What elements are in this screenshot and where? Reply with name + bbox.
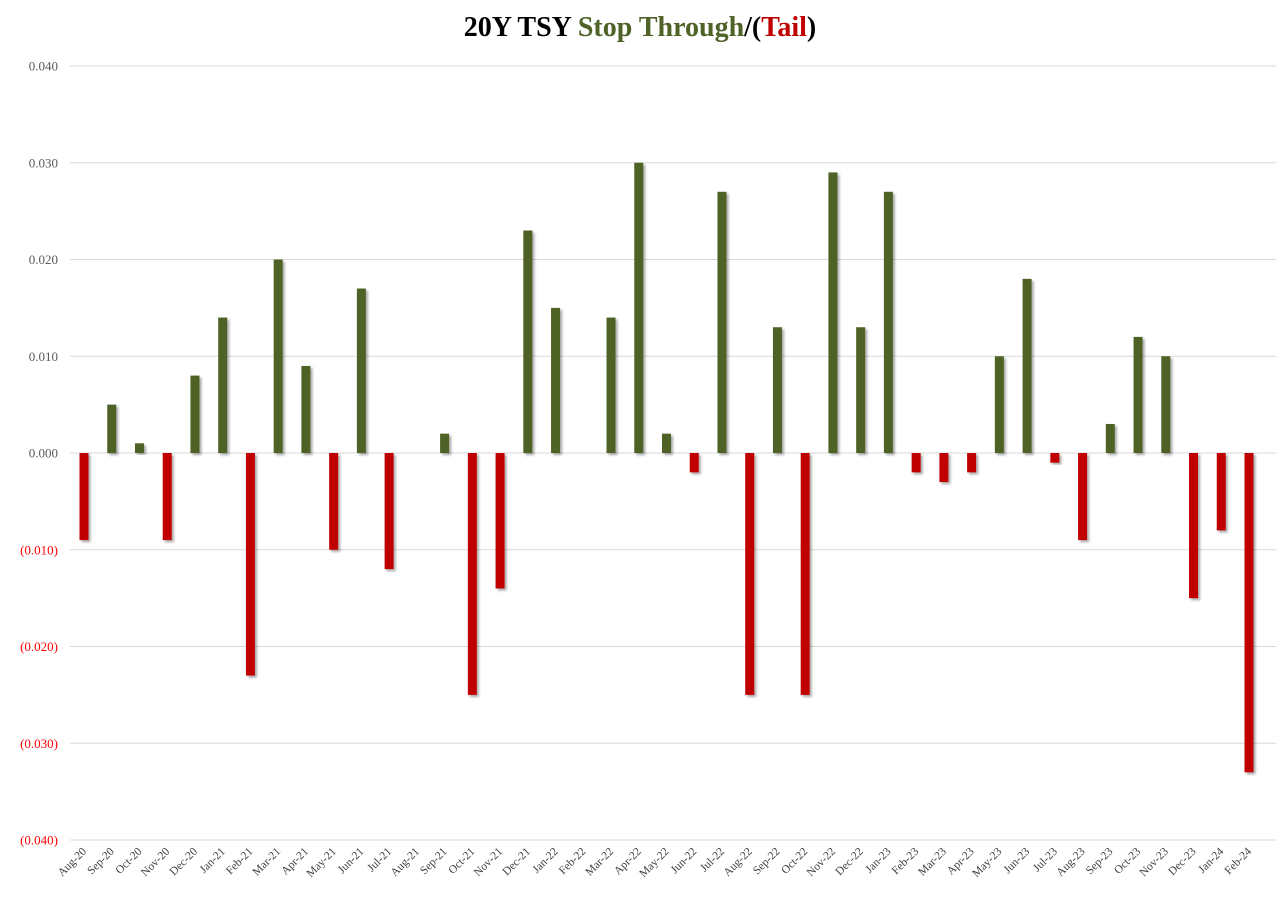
x-tick-label: Nov-22: [805, 845, 839, 879]
bar-nov-23: [1161, 356, 1171, 453]
y-axis: 0.040 0.030 0.020 0.010 0.000 (0.010) (0.020) (…: [20, 59, 58, 848]
bar-oct-22: [800, 453, 810, 695]
y-tick-label: (0.020): [20, 639, 58, 654]
bar-apr-21: [301, 365, 311, 453]
title-part-1: 20Y TSY: [463, 12, 578, 43]
title-tail: Tail: [761, 12, 807, 43]
bar-jul-21: [384, 453, 394, 570]
chart-title: 20Y TSY Stop Through/(Tail): [0, 12, 1280, 44]
bar-sep-20: [107, 404, 117, 453]
bar-sep-21: [440, 433, 450, 453]
x-tick-label: Jan-24: [1196, 845, 1226, 875]
bar-jan-23: [883, 191, 893, 454]
bar-jun-23: [1022, 278, 1032, 453]
x-tick-label: Feb-21: [224, 845, 256, 877]
bar-may-23: [994, 356, 1004, 453]
x-tick-label: Nov-23: [1138, 845, 1172, 879]
x-tick-label: Dec-23: [1166, 845, 1199, 878]
x-tick-label: Sep-21: [418, 845, 450, 877]
x-tick-label: Nov-20: [139, 845, 173, 879]
bar-oct-21: [467, 453, 477, 695]
title-part-3: /(: [744, 12, 762, 43]
y-tick-label: 0.040: [29, 59, 58, 74]
y-tick-label: 0.030: [29, 155, 58, 170]
bar-jan-22: [551, 307, 561, 454]
bar-mar-21: [273, 259, 283, 453]
x-tick-label: May-21: [305, 845, 339, 879]
bar-mar-22: [606, 317, 616, 453]
x-tick-label: May-22: [637, 845, 671, 879]
bar-jan-24: [1216, 453, 1226, 531]
x-tick-label: Sep-23: [1084, 845, 1116, 877]
bar-feb-24: [1244, 453, 1254, 773]
bar-oct-23: [1133, 336, 1143, 453]
y-tick-label: (0.040): [20, 833, 58, 848]
bar-jan-21: [218, 317, 228, 453]
bar-aug-23: [1078, 453, 1088, 541]
bar-apr-22: [634, 162, 644, 453]
bar-feb-21: [245, 453, 255, 676]
x-tick-label: Aug-21: [389, 845, 423, 879]
bar-nov-21: [495, 453, 505, 589]
x-tick-label: Feb-24: [1223, 845, 1255, 877]
bar-nov-22: [828, 172, 838, 454]
x-tick-label: Sep-20: [85, 845, 117, 877]
bar-may-22: [662, 433, 671, 453]
bar-aug-22: [745, 453, 755, 695]
x-tick-label: Feb-23: [890, 845, 922, 877]
bar-jul-22: [717, 191, 727, 454]
bar-aug-20: [79, 453, 89, 541]
bar-jun-21: [356, 288, 366, 453]
bar-nov-20: [162, 453, 172, 541]
x-tick-label: Jun-22: [669, 845, 700, 876]
y-tick-label: 0.020: [29, 252, 58, 267]
bars: [79, 162, 1254, 773]
y-tick-label: 0.000: [29, 446, 58, 461]
x-tick-label: Mar-22: [583, 845, 616, 878]
bar-sep-22: [772, 327, 782, 453]
bar-jul-23: [1050, 453, 1060, 463]
x-tick-label: Jun-23: [1002, 845, 1033, 876]
bar-dec-21: [523, 230, 533, 453]
bar-oct-20: [134, 443, 144, 453]
bar-jun-22: [689, 453, 699, 473]
x-tick-label: Mar-21: [251, 845, 284, 878]
y-tick-label: (0.030): [20, 736, 58, 751]
y-tick-label: 0.010: [29, 349, 58, 364]
x-tick-label: Jun-21: [336, 845, 367, 876]
x-tick-label: Jan-22: [530, 845, 560, 875]
bar-sep-23: [1105, 423, 1115, 453]
x-tick-label: Dec-20: [168, 845, 201, 878]
x-tick-label: Jan-21: [198, 845, 228, 875]
x-tick-label: May-23: [970, 845, 1004, 879]
x-tick-label: Aug-23: [1054, 845, 1088, 879]
y-tick-label: (0.010): [20, 542, 58, 557]
gridlines: [70, 65, 1276, 841]
x-tick-label: Sep-22: [751, 845, 783, 877]
title-part-5: ): [806, 12, 817, 43]
bar-dec-22: [856, 327, 866, 453]
bar-dec-20: [190, 375, 200, 453]
bar-dec-23: [1189, 453, 1199, 599]
title-stop-through: Stop Through: [577, 12, 745, 43]
bar-mar-23: [939, 453, 949, 483]
x-tick-label: Mar-23: [916, 845, 949, 878]
x-tick-label: Aug-20: [56, 845, 90, 879]
bar-apr-23: [967, 453, 977, 473]
x-tick-label: Dec-22: [833, 845, 866, 878]
x-tick-label: Aug-22: [722, 845, 756, 879]
x-axis: Aug-20Sep-20Oct-20Nov-20Dec-20Jan-21Feb-…: [56, 845, 1255, 879]
bar-may-21: [329, 453, 339, 550]
x-tick-label: Nov-21: [472, 845, 506, 879]
x-tick-label: Jan-23: [863, 845, 893, 875]
x-tick-label: Feb-22: [557, 845, 589, 877]
x-tick-label: Dec-21: [501, 845, 534, 878]
bar-feb-23: [911, 453, 921, 473]
